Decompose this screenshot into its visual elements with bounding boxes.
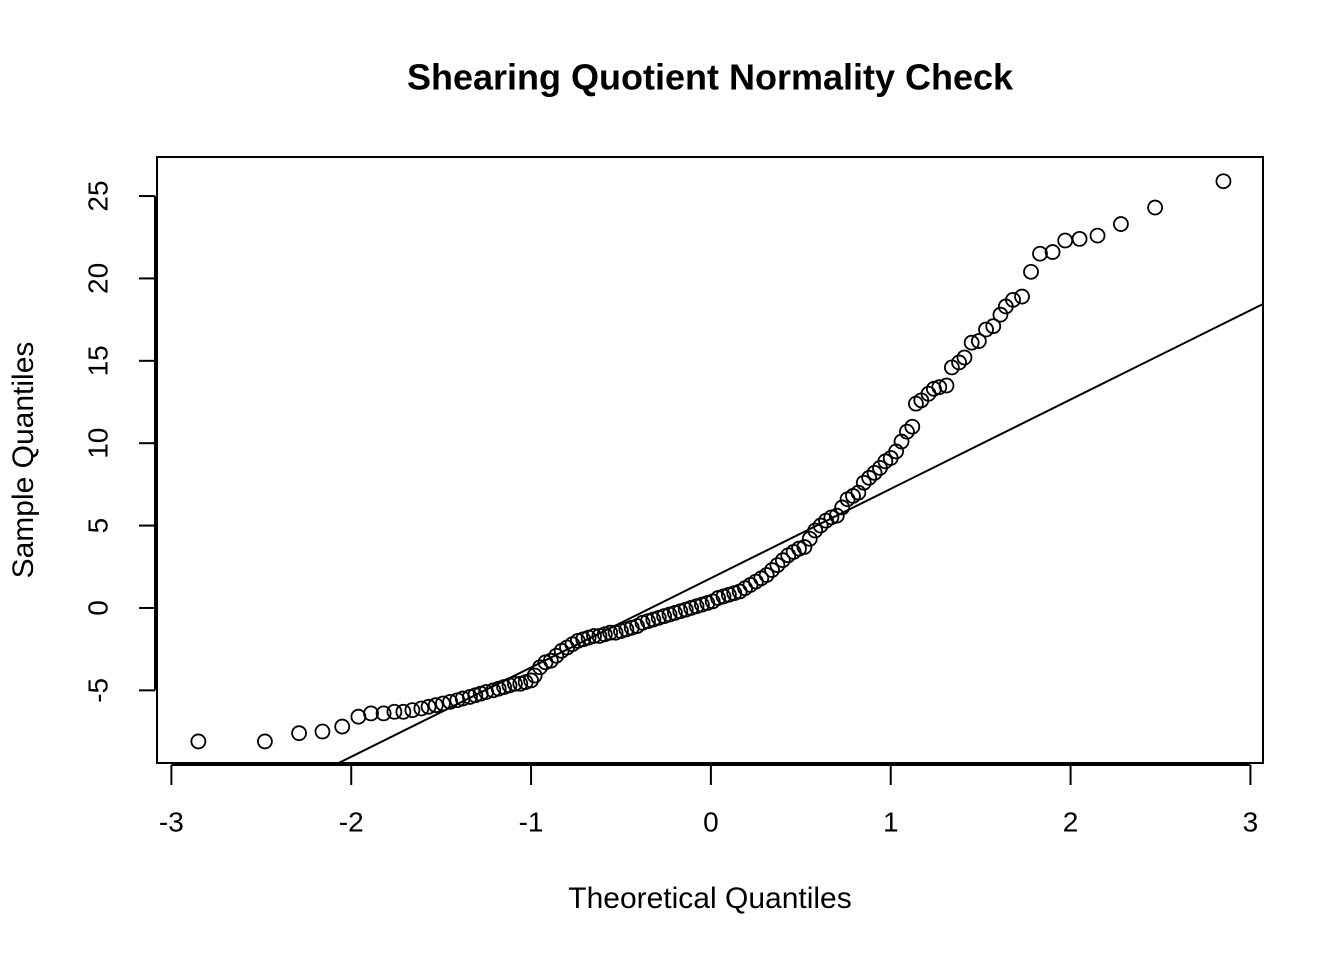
point: [1044, 244, 1061, 260]
point: [899, 423, 915, 440]
x-tick-label: -2: [339, 806, 364, 837]
point: [386, 703, 403, 720]
point: [435, 695, 451, 712]
point: [314, 723, 331, 740]
point: [931, 379, 948, 396]
point: [812, 517, 829, 534]
point: [1023, 263, 1039, 280]
point: [904, 418, 921, 435]
point: [363, 705, 379, 722]
chart-title: Shearing Quotient Normality Check: [407, 57, 1014, 98]
point: [334, 718, 351, 735]
point: [1057, 232, 1074, 249]
x-tick-label: -1: [519, 806, 544, 837]
point: [542, 652, 559, 669]
point: [291, 725, 307, 742]
point: [769, 557, 786, 574]
point: [548, 647, 565, 664]
point: [523, 672, 539, 689]
point: [807, 522, 824, 539]
point: [861, 469, 878, 486]
x-tick-label: 0: [703, 806, 719, 837]
point: [375, 705, 392, 722]
y-tick-label: 15: [82, 345, 113, 376]
point: [992, 306, 1009, 323]
y-axis-title: Sample Quantiles: [7, 342, 40, 579]
point: [602, 624, 619, 641]
point: [764, 562, 780, 578]
point: [506, 675, 523, 692]
y-tick-label: -5: [82, 678, 113, 703]
point: [978, 321, 994, 338]
point: [427, 697, 444, 714]
point: [866, 464, 883, 481]
point: [1089, 227, 1106, 244]
x-tick-label: 2: [1063, 806, 1079, 837]
point: [828, 507, 845, 524]
plot-area: [190, 173, 1263, 763]
point: [985, 318, 1002, 335]
point: [1005, 291, 1021, 308]
x-tick-label: 1: [883, 806, 899, 837]
point: [963, 334, 980, 351]
point: [404, 702, 421, 719]
x-axis-title: Theoretical Quantiles: [568, 882, 851, 915]
point: [1032, 245, 1048, 262]
point: [796, 539, 813, 555]
point: [586, 628, 602, 644]
qq-line: [336, 303, 1263, 763]
x-tick-label: -3: [159, 806, 184, 837]
point: [938, 377, 955, 394]
point: [855, 474, 872, 491]
point: [395, 703, 412, 720]
point: [1071, 230, 1088, 247]
point: [257, 733, 273, 750]
point: [956, 349, 973, 366]
y-tick-label: 0: [82, 600, 113, 616]
point: [774, 552, 791, 569]
point: [1014, 288, 1030, 305]
y-tick-label: 25: [82, 180, 113, 211]
point: [1215, 173, 1232, 190]
point: [420, 698, 437, 715]
point: [190, 733, 207, 750]
point: [526, 667, 543, 684]
point: [970, 333, 987, 349]
point: [1147, 199, 1163, 216]
y-tick-label: 10: [82, 428, 113, 459]
plot-frame: [156, 156, 1264, 764]
point: [834, 499, 851, 516]
point: [413, 700, 430, 717]
x-tick-label: 3: [1243, 806, 1259, 837]
y-tick-label: 20: [82, 263, 113, 294]
point: [801, 530, 818, 547]
point: [951, 354, 967, 371]
y-tick-label: 5: [82, 518, 113, 534]
point: [758, 567, 775, 583]
point: [1113, 216, 1129, 232]
